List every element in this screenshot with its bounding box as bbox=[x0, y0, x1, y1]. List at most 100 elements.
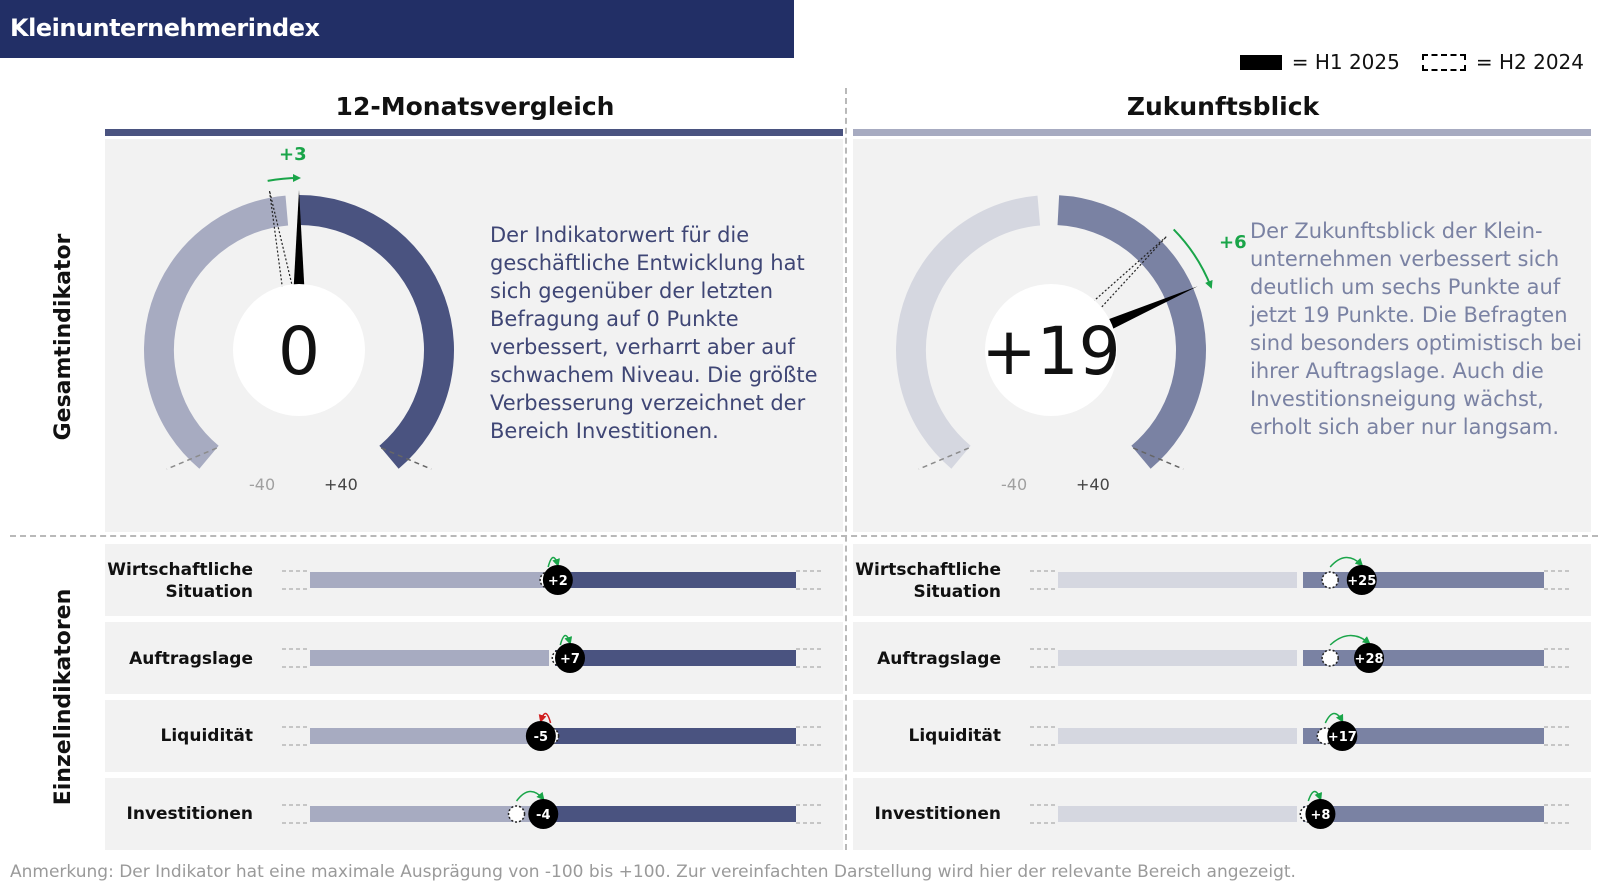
bar-positive-segment bbox=[555, 650, 796, 666]
bar-end-left bbox=[1030, 726, 1058, 746]
gauge-description-future: Der Zukunftsblick der Klein- unternehmen… bbox=[1250, 219, 1583, 439]
bar-end-left bbox=[1030, 648, 1058, 668]
bar-value-label: +25 bbox=[1347, 574, 1376, 589]
column-title-12m: 12-Monatsvergleich bbox=[335, 92, 615, 121]
bar-end-left bbox=[282, 804, 310, 824]
bar-value-label: +28 bbox=[1355, 652, 1384, 667]
page-title: Kleinunternehmerindex bbox=[10, 14, 320, 42]
bar-value-label: -5 bbox=[534, 730, 548, 745]
bar-positive-segment bbox=[1303, 728, 1544, 744]
bar-positive-segment bbox=[555, 806, 796, 822]
bar-marker-current bbox=[525, 721, 556, 751]
bar-negative-segment bbox=[1058, 806, 1297, 822]
gauge-min-tick bbox=[918, 447, 970, 470]
gauge-panel-12m bbox=[105, 139, 843, 532]
indicator-label-wirtschaftliche-situation: Wirtschaftliche Situation bbox=[105, 559, 253, 603]
gauge-min-label: -40 bbox=[249, 475, 275, 494]
gauge-change-label: +6 bbox=[1219, 232, 1247, 253]
indicator-label-investitionen: Investitionen bbox=[126, 804, 253, 824]
bar-marker-current bbox=[528, 799, 559, 829]
gauge-value: 0 bbox=[278, 313, 320, 390]
legend: = H1 2025 = H2 2024 bbox=[1239, 50, 1584, 74]
gauge-max-tick bbox=[380, 447, 432, 470]
bar-positive-segment bbox=[555, 728, 796, 744]
bar-negative-segment bbox=[310, 572, 549, 588]
bar-end-right bbox=[1544, 726, 1572, 746]
bar-negative-segment bbox=[1058, 650, 1297, 666]
bar-change-arrow bbox=[1329, 634, 1371, 646]
bar-end-left bbox=[1030, 804, 1058, 824]
bar-change-arrow bbox=[1324, 712, 1344, 724]
gauge-max-tick bbox=[1132, 447, 1184, 470]
gauge-panel-future bbox=[853, 139, 1591, 532]
bar-negative-segment bbox=[310, 728, 549, 744]
bar-positive-segment bbox=[1303, 572, 1544, 588]
bar-positive-segment bbox=[1303, 650, 1544, 666]
indicator-label-wirtschaftliche-situation: Wirtschaftliche Situation bbox=[853, 559, 1001, 603]
column-rule-future bbox=[853, 129, 1591, 136]
bar-marker-current bbox=[1327, 721, 1358, 751]
bar-marker-current bbox=[542, 565, 573, 595]
bar-end-right bbox=[1544, 648, 1572, 668]
gauge-description-12m: Der Indikatorwert für die geschäftliche … bbox=[490, 223, 818, 443]
legend-solid-swatch bbox=[1239, 54, 1282, 70]
gauge-min-label: -40 bbox=[1001, 475, 1027, 494]
bar-change-arrow bbox=[1329, 556, 1364, 568]
bar-change-arrow bbox=[515, 790, 545, 802]
legend-solid-label: = H1 2025 bbox=[1291, 50, 1400, 74]
bar-value-label: +7 bbox=[560, 652, 580, 667]
gauge-needle-current bbox=[293, 190, 305, 289]
bar-end-right bbox=[1544, 570, 1572, 590]
bar-value-label: -4 bbox=[536, 808, 550, 823]
row-separator bbox=[10, 535, 1598, 537]
gauge-needle-current bbox=[1105, 286, 1198, 331]
footnote: Anmerkung: Der Indikator hat eine maxima… bbox=[10, 862, 1296, 882]
bar-marker-previous bbox=[507, 805, 526, 823]
column-title-future: Zukunftsblick bbox=[1126, 92, 1320, 121]
bar-positive-segment bbox=[1303, 806, 1544, 822]
legend-dashed-label: = H2 2024 bbox=[1475, 50, 1584, 74]
bar-marker-previous bbox=[1321, 649, 1339, 667]
indicator-label-auftragslage: Auftragslage bbox=[877, 649, 1001, 669]
bar-marker-current bbox=[1305, 799, 1336, 829]
bar-marker-current bbox=[555, 643, 586, 673]
indicator-label-line: Situation bbox=[165, 582, 253, 602]
bar-marker-current bbox=[1354, 643, 1385, 673]
bar-end-left bbox=[282, 570, 310, 590]
gauge-change-arrow bbox=[1172, 228, 1213, 289]
bar-end-right bbox=[796, 804, 824, 824]
bar-negative-segment bbox=[310, 806, 549, 822]
bar-end-right bbox=[796, 570, 824, 590]
bar-change-arrow bbox=[547, 556, 560, 568]
bar-end-right bbox=[796, 726, 824, 746]
gauge-change-label: +3 bbox=[279, 144, 307, 165]
gauge-arc-negative bbox=[896, 195, 1041, 469]
bar-end-left bbox=[282, 726, 310, 746]
gauge-min-tick bbox=[166, 447, 218, 470]
legend-dashed-swatch bbox=[1421, 53, 1466, 71]
indicator-label-liquiditaet: Liquidität bbox=[908, 726, 1001, 746]
title-bar: Kleinunternehmerindex bbox=[0, 0, 794, 58]
indicator-label-investitionen: Investitionen bbox=[874, 804, 1001, 824]
bar-end-left bbox=[282, 648, 310, 668]
gauge-max-label: +40 bbox=[324, 475, 358, 494]
indicator-label-line: Wirtschaftliche bbox=[107, 560, 253, 580]
bar-positive-segment bbox=[555, 572, 796, 588]
bar-change-arrow bbox=[538, 712, 552, 724]
gauge-value: +19 bbox=[981, 313, 1120, 390]
indicator-label-liquiditaet: Liquidität bbox=[160, 726, 253, 746]
bar-change-arrow bbox=[559, 634, 573, 646]
gauge-center bbox=[985, 284, 1117, 416]
gauge-arc-positive bbox=[1057, 195, 1206, 469]
gauge-arc-positive bbox=[298, 195, 454, 469]
indicator-label-line: Situation bbox=[913, 582, 1001, 602]
column-separator bbox=[845, 88, 847, 850]
bar-value-label: +17 bbox=[1328, 730, 1357, 745]
gauge-change-arrow bbox=[267, 174, 301, 183]
bar-change-arrow bbox=[1307, 790, 1323, 802]
bar-end-left bbox=[1030, 570, 1058, 590]
bar-value-label: +2 bbox=[548, 574, 568, 589]
bar-negative-segment bbox=[310, 650, 549, 666]
bar-end-right bbox=[1544, 804, 1572, 824]
